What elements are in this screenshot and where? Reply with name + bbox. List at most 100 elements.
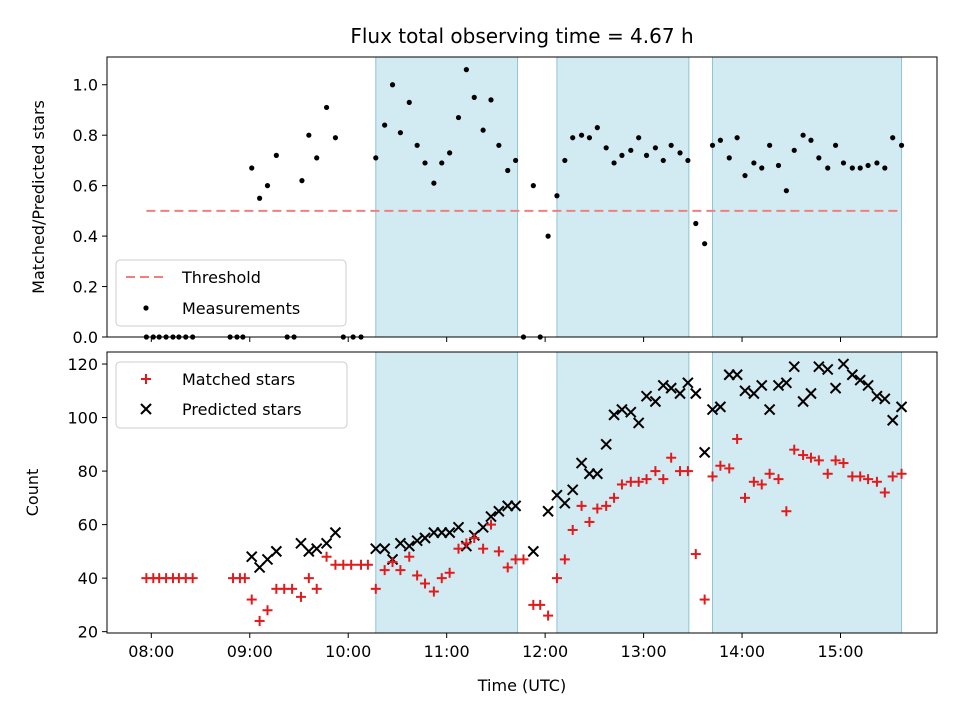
ratio-ytick-label: 0.8 (73, 126, 98, 145)
count-xtick-label: 13:00 (621, 642, 667, 661)
matched-point (715, 460, 726, 471)
measurement-point (628, 147, 634, 153)
observing-window-2 (556, 351, 690, 634)
measurement-point (791, 147, 797, 153)
count-ytick-label: 60 (78, 516, 98, 535)
matched-point (187, 573, 198, 584)
matched-point (387, 557, 398, 568)
measurement-point (882, 165, 888, 171)
predicted-point (485, 510, 497, 523)
matched-point (239, 573, 250, 584)
predicted-point (559, 497, 571, 509)
measurement-point (480, 127, 486, 133)
matched-point (287, 583, 298, 594)
matched-point (616, 479, 627, 490)
matched-point (535, 599, 546, 610)
predicted-point (320, 537, 333, 550)
predicted-point (886, 414, 899, 426)
observing-window-3 (712, 56, 903, 338)
matched-point (370, 583, 381, 594)
measurement-point (726, 155, 732, 161)
matched-point (584, 516, 595, 527)
ratio-ytick-label: 0.2 (73, 278, 98, 297)
matched-point (321, 551, 332, 562)
matched-point (551, 573, 562, 584)
threshold-legend-label: Threshold (181, 268, 261, 287)
measurement-point (488, 97, 494, 103)
predicted-point (311, 542, 323, 555)
measurements-legend-swatch (143, 305, 149, 311)
matched-point (748, 476, 759, 487)
matched-point (592, 503, 603, 514)
predicted-point (303, 545, 315, 558)
matched-point (502, 562, 513, 573)
measurement-point (898, 142, 905, 148)
predicted-point (625, 406, 637, 418)
measurement-point (742, 172, 748, 179)
measurement-point (767, 142, 773, 148)
matched-point (254, 615, 265, 626)
measurement-point (431, 180, 437, 186)
matched-point (436, 573, 447, 584)
predicted-point (698, 446, 711, 459)
measurement-point (505, 167, 511, 174)
matched-point (412, 570, 423, 581)
measurement-point (439, 160, 445, 166)
matched-point (485, 519, 496, 530)
matched-point (461, 538, 472, 549)
predicted-point (714, 401, 727, 413)
measurement-point (890, 135, 896, 141)
predicted-point (591, 468, 604, 480)
count-xtick-label: 10:00 (325, 642, 371, 661)
measurement-point (586, 135, 593, 141)
measurement-point (709, 142, 716, 148)
observing-window-2 (556, 56, 690, 338)
matched-point (699, 594, 710, 605)
predicted-point (731, 369, 743, 381)
bottom-observing-windows (375, 351, 903, 634)
predicted-point (608, 409, 620, 421)
matched-point (855, 471, 866, 482)
measurement-point (751, 160, 757, 166)
matched-point (346, 559, 357, 570)
count-xtick-label: 14:00 (719, 642, 765, 661)
matched-point (420, 578, 431, 589)
count-ytick-label: 20 (78, 623, 98, 642)
matched-point (822, 468, 833, 479)
matched-point (838, 458, 849, 469)
count-xtick-label: 12:00 (522, 642, 568, 661)
matched-legend-marker (141, 374, 151, 384)
predicted-point (261, 553, 274, 566)
matched-point (650, 466, 661, 477)
count-panel: 20 40 60 80 100 120 08:00 09:00 10:00 11:00 12:00… (23, 351, 938, 695)
matched-point (303, 573, 314, 584)
predicted-point (509, 500, 522, 512)
count-y-axis-label: Count (23, 469, 42, 517)
matched-point (732, 433, 743, 444)
matched-point (444, 567, 455, 578)
predicted-point (854, 374, 866, 386)
measurement-point (455, 114, 462, 121)
predicted-point (829, 382, 842, 394)
measurement-point (865, 162, 871, 169)
count-ytick-label: 120 (67, 355, 98, 374)
predicted-point (739, 385, 751, 397)
measurement-point (849, 165, 855, 171)
matched-point (559, 554, 570, 565)
measurement-point (332, 135, 339, 141)
ratio-ytick-label: 0.6 (73, 177, 98, 196)
count-legend-box (115, 361, 348, 429)
measurement-point (382, 122, 388, 128)
ratio-ytick-label: 0.4 (73, 227, 98, 246)
predicted-legend-marker (140, 403, 152, 415)
matched-point (740, 492, 751, 503)
matched-point (246, 594, 257, 605)
predicted-point (493, 505, 505, 517)
predicted-point (378, 542, 391, 555)
measurement-point (323, 104, 330, 111)
matched-point (478, 543, 489, 554)
predicted-point (542, 505, 554, 517)
matched-point (543, 610, 554, 621)
matched-point (724, 463, 735, 474)
matched-point (576, 500, 587, 511)
